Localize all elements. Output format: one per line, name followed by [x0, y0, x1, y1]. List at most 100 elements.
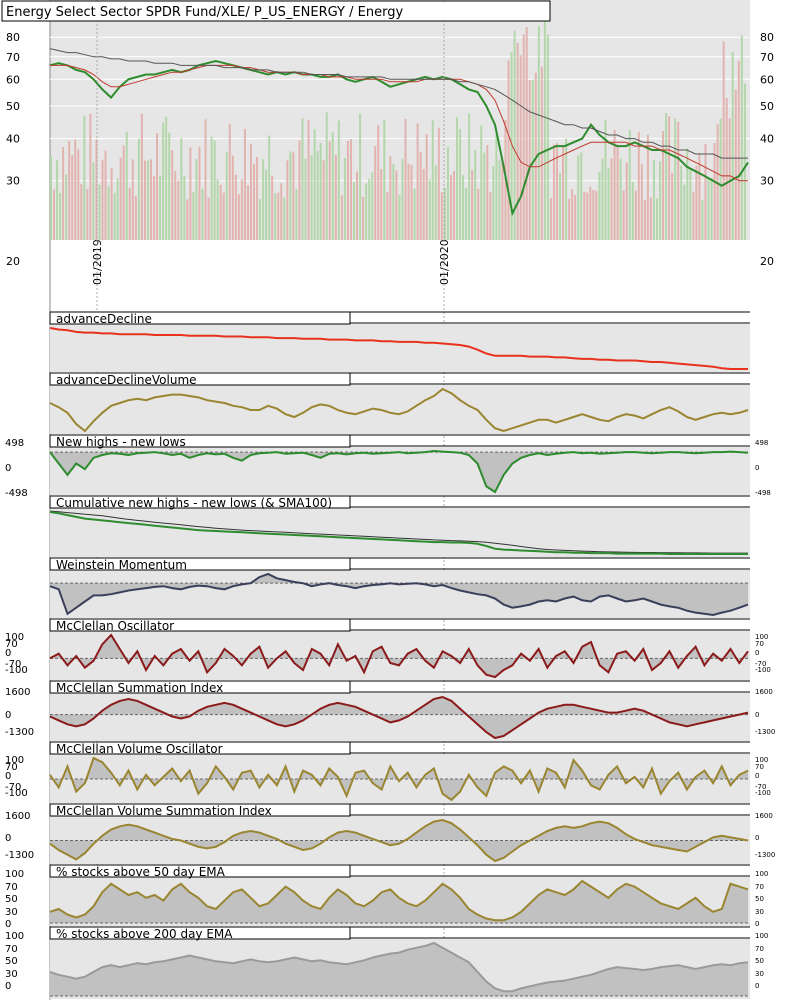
volume-bar — [74, 139, 77, 240]
panel-title: McClellan Volume Oscillator — [56, 742, 223, 756]
volume-bar — [549, 198, 552, 240]
volume-bar — [389, 156, 392, 240]
volume-bar — [631, 181, 634, 240]
panel-tick-label-left: -100 — [5, 788, 28, 799]
volume-bar — [265, 169, 268, 240]
panel-tick-label-right: 100 — [755, 633, 768, 641]
panel-tick-label-left: 70 — [5, 882, 18, 893]
volume-bar — [407, 163, 410, 240]
panel-tick-label-right: 100 — [755, 756, 768, 764]
volume-bar — [186, 199, 189, 240]
panel-tick-label-left: 30 — [5, 907, 18, 918]
volume-bar — [222, 192, 225, 240]
volume-bar — [301, 118, 304, 240]
volume-bar — [513, 30, 516, 240]
panel-area-fill — [50, 758, 748, 800]
volume-bar — [356, 171, 359, 240]
volume-bar — [122, 145, 125, 240]
panel-series-line — [49, 572, 749, 617]
volume-bar — [568, 198, 571, 240]
panel-tick-label-left: 70 — [5, 944, 18, 955]
panel-tick-label-right: 1600 — [755, 688, 773, 696]
volume-bar — [383, 119, 386, 240]
price-tick-label-left: 60 — [6, 73, 20, 86]
panel-title-box — [49, 372, 351, 386]
volume-bar — [156, 133, 159, 240]
panel-tick-label-left: 100 — [5, 755, 24, 766]
volume-bar — [374, 146, 377, 240]
panel-title: Weinstein Momentum — [56, 558, 187, 572]
volume-bar — [586, 192, 589, 240]
volume-bar — [310, 155, 313, 240]
volume-bar — [556, 143, 559, 240]
panel-tick-label-left: 70 — [5, 762, 18, 773]
volume-bar — [50, 155, 52, 240]
volume-bar — [134, 195, 137, 240]
panel-series-line — [49, 941, 749, 993]
panel-tick-label-left: -70 — [5, 659, 21, 670]
volume-bar — [607, 167, 610, 240]
volume-bar — [519, 55, 522, 241]
volume-bar — [107, 186, 110, 240]
volume-bar — [53, 189, 56, 240]
panel-background — [50, 508, 750, 557]
panel-tick-label-left: 0 — [5, 833, 11, 844]
volume-bar — [474, 149, 477, 240]
volume-bar — [404, 118, 407, 240]
volume-bar — [680, 165, 683, 240]
volume-bar — [228, 124, 231, 240]
volume-bar — [595, 190, 598, 240]
volume-bar — [465, 188, 468, 240]
volume-bar — [322, 160, 325, 240]
panel-area-fill — [50, 881, 748, 923]
panel-background — [50, 385, 750, 434]
volume-bar — [192, 191, 195, 240]
volume-bar — [62, 146, 65, 240]
volume-bar — [137, 138, 140, 240]
price-lines — [49, 48, 749, 217]
volume-bar — [734, 89, 737, 241]
volume-bar — [86, 189, 89, 240]
panel-series-line — [49, 879, 749, 922]
volume-bar — [725, 98, 728, 240]
panel-title-box — [49, 803, 351, 817]
volume-bar — [277, 192, 280, 240]
panel-tick-label-left: 0 — [5, 710, 11, 721]
price-axis-ticks: 20 20 30 30 40 40 50 50 60 60 70 70 80 80 — [6, 31, 774, 268]
volume-bar — [71, 155, 74, 240]
panel-background — [50, 631, 750, 680]
price-tick-label-left: 80 — [6, 31, 20, 44]
panel-area-fill — [50, 943, 748, 996]
volume-bar — [195, 158, 198, 240]
volume-bar — [565, 138, 568, 240]
volume-bar — [110, 168, 113, 240]
volume-bar — [298, 140, 301, 240]
panel-tick-label-right: 0 — [755, 920, 759, 928]
volume-bar — [207, 197, 210, 240]
volume-bar — [125, 131, 128, 240]
volume-bar — [471, 169, 474, 240]
volume-bar — [649, 197, 652, 240]
volume-bar — [695, 165, 698, 240]
volume-bar — [574, 194, 577, 240]
volume-bar — [410, 164, 413, 240]
panel-title: Cumulative new highs - new lows (& SMA10… — [56, 496, 332, 510]
volume-bar — [425, 134, 428, 240]
price-tick-label-left: 30 — [6, 175, 20, 188]
chart-title-box — [1, 0, 551, 22]
volume-bar — [140, 114, 143, 240]
volume-bar — [280, 183, 283, 240]
volume-bar — [446, 147, 449, 240]
panel-tick-label-left: 1600 — [5, 811, 30, 822]
panel-tick-label-left: 100 — [5, 869, 24, 880]
panel-tick-label-left: 0 — [5, 648, 11, 659]
price-tick-label-right: 20 — [760, 255, 774, 268]
price-tick-label-right: 50 — [760, 100, 774, 113]
volume-bar — [101, 159, 104, 240]
volume-bar — [419, 151, 422, 240]
panel-series-line — [49, 756, 749, 802]
volume-bar — [349, 139, 352, 240]
panel-tick-label-left: 0 — [5, 919, 11, 930]
